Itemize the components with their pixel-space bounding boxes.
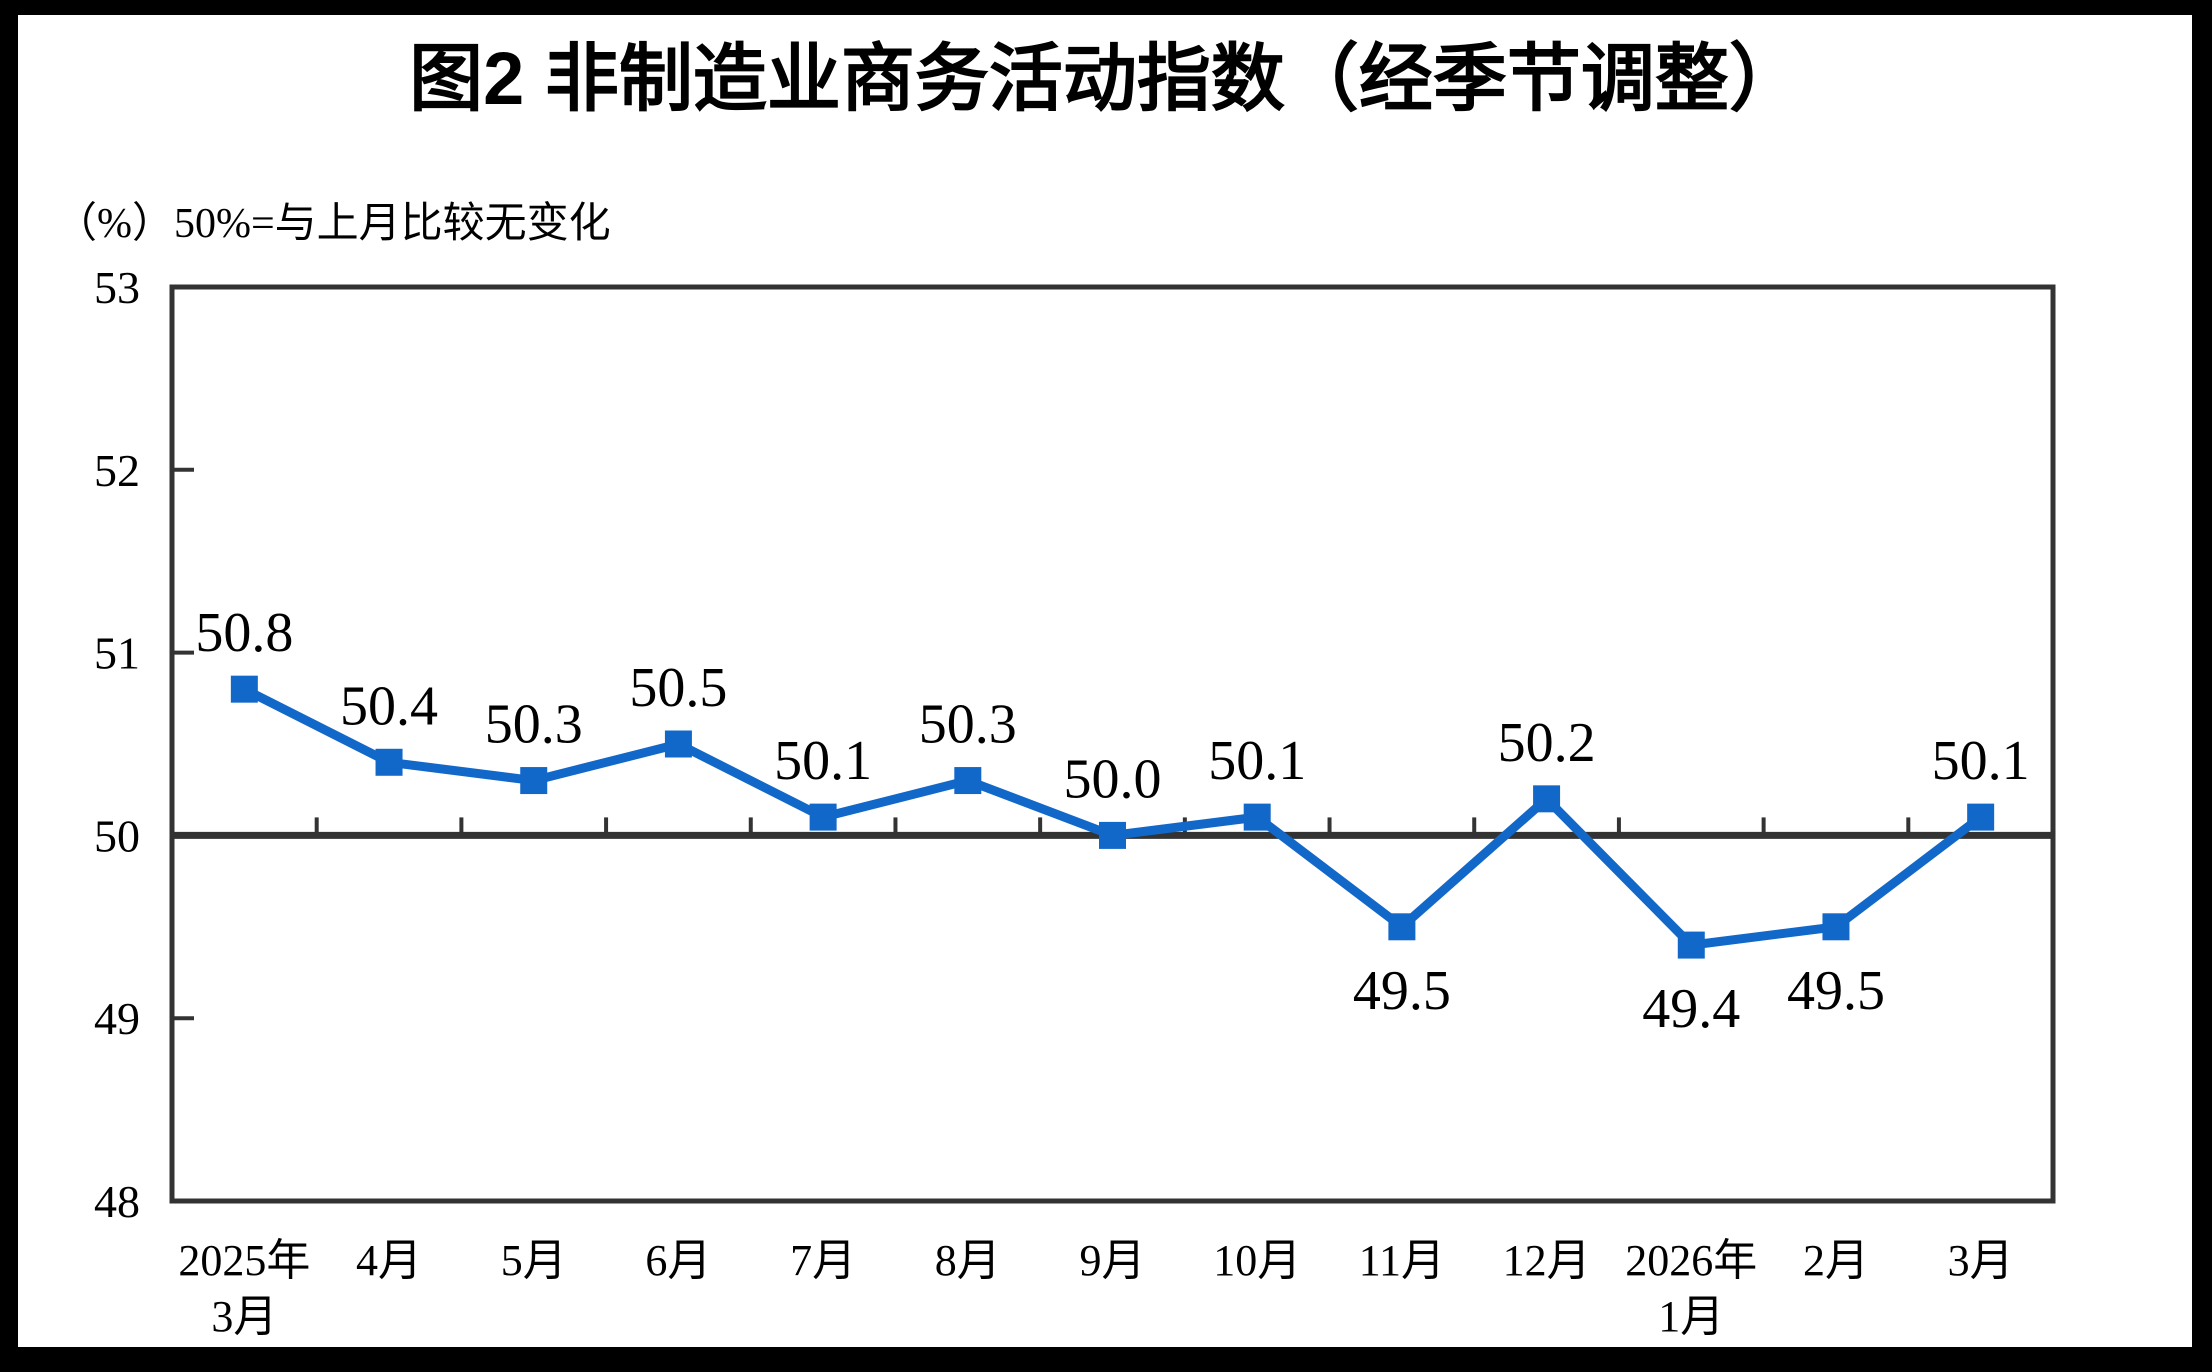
chart-title: 图2 非制造业商务活动指数（经季节调整） <box>409 37 1803 120</box>
y-axis-label: 49 <box>94 993 140 1044</box>
x-axis-label: 2025年 <box>178 1236 310 1285</box>
data-point-label: 49.4 <box>1642 978 1740 1040</box>
y-axis-label: 53 <box>94 262 140 313</box>
axis-unit-note: （%）50%=与上月比较无变化 <box>55 200 611 247</box>
x-axis-label: 4月 <box>356 1236 422 1285</box>
data-point-label: 50.8 <box>195 602 293 664</box>
data-point-marker <box>954 767 982 795</box>
x-axis-label: 12月 <box>1503 1236 1591 1285</box>
data-point-marker <box>1099 821 1126 849</box>
data-point-marker <box>1677 931 1705 959</box>
x-axis-label: 2026年 <box>1625 1236 1757 1285</box>
chart-canvas <box>18 15 2192 1347</box>
x-axis-label: 9月 <box>1080 1236 1146 1285</box>
x-axis-label: 5月 <box>501 1236 567 1285</box>
y-axis-label: 50 <box>94 810 140 861</box>
data-point-label: 49.5 <box>1353 960 1451 1022</box>
data-point-label: 50.2 <box>1498 712 1596 774</box>
data-point-label: 50.1 <box>1208 730 1306 792</box>
data-point-label: 50.0 <box>1064 748 1162 810</box>
y-axis-label: 52 <box>94 445 140 496</box>
y-axis-label: 48 <box>94 1176 140 1227</box>
data-point-label: 49.5 <box>1787 960 1885 1022</box>
x-axis-label: 11月 <box>1359 1236 1445 1285</box>
data-point-marker <box>1967 803 1995 831</box>
data-point-marker <box>520 767 548 795</box>
data-point-label: 50.5 <box>629 657 727 719</box>
x-axis-label: 3月 <box>1948 1236 2014 1285</box>
data-point-marker <box>1243 803 1271 831</box>
x-axis-label: 2月 <box>1803 1236 1869 1285</box>
data-point-label: 50.1 <box>774 730 872 792</box>
plot-border <box>169 284 2056 1204</box>
data-point-label: 50.3 <box>485 694 583 756</box>
data-point-marker <box>230 675 258 703</box>
x-axis-label-line2: 3月 <box>211 1292 277 1341</box>
data-point-marker <box>1822 913 1850 941</box>
x-axis-label: 6月 <box>645 1236 711 1285</box>
data-point-label: 50.4 <box>340 675 438 737</box>
x-axis-label: 10月 <box>1213 1236 1301 1285</box>
data-point-marker <box>375 748 403 776</box>
data-point-marker <box>809 803 837 831</box>
data-point-label: 50.3 <box>919 694 1017 756</box>
x-axis-label: 7月 <box>790 1236 856 1285</box>
plot-area: 48 49 50 51 52 53 50.8 50.4 50.3 50.5 50.1 50.3 50.0… <box>94 262 2056 1341</box>
y-axis-label: 51 <box>94 628 140 679</box>
x-axis-label: 8月 <box>935 1236 1001 1285</box>
data-point-marker <box>664 730 692 758</box>
data-point-marker <box>1388 913 1416 941</box>
data-point-label: 50.1 <box>1932 730 2030 792</box>
data-point-marker <box>1533 785 1561 813</box>
x-axis-label-line2: 1月 <box>1658 1292 1724 1341</box>
